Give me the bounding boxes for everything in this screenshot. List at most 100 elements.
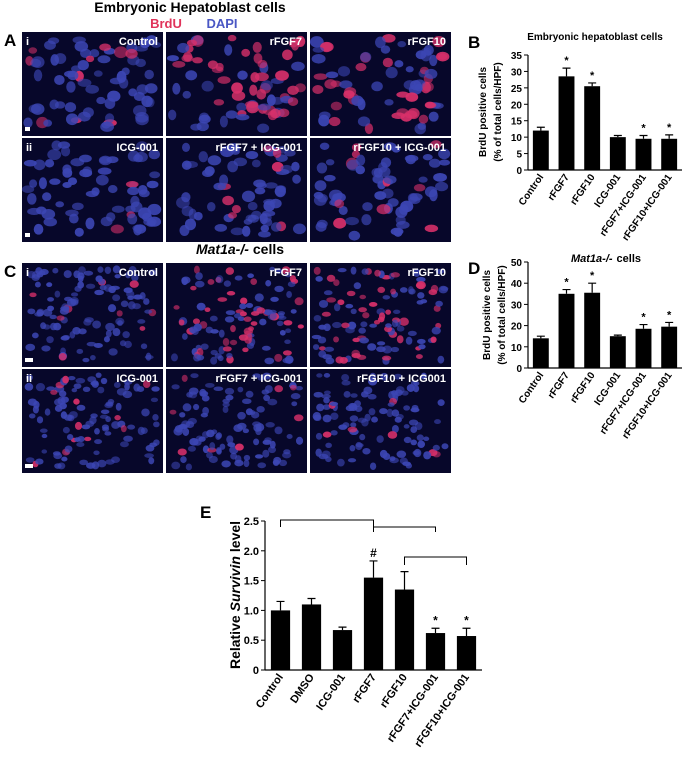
nucleus bbox=[277, 108, 290, 118]
nucleus bbox=[396, 335, 404, 344]
nucleus bbox=[54, 404, 63, 412]
nucleus bbox=[166, 55, 179, 62]
nucleus bbox=[360, 51, 372, 63]
nucleus bbox=[190, 285, 197, 291]
nucleus bbox=[133, 105, 147, 117]
nucleus bbox=[23, 159, 37, 167]
nucleus bbox=[94, 439, 103, 445]
title-italic: Mat1a-/- bbox=[196, 241, 249, 257]
nucleus bbox=[428, 111, 439, 122]
nucleus bbox=[416, 281, 426, 290]
nucleus bbox=[26, 374, 34, 381]
nucleus bbox=[54, 398, 64, 406]
nucleus bbox=[382, 295, 391, 300]
scale-bar bbox=[25, 464, 33, 468]
nucleus bbox=[341, 322, 350, 329]
nucleus bbox=[271, 161, 284, 172]
nucleus bbox=[260, 80, 273, 91]
nucleus bbox=[326, 297, 337, 303]
nucleus bbox=[36, 309, 44, 317]
nucleus bbox=[236, 102, 247, 112]
error-bar bbox=[562, 288, 571, 294]
nucleus bbox=[289, 384, 297, 391]
nucleus bbox=[259, 318, 267, 326]
nucleus bbox=[361, 268, 369, 275]
nucleus bbox=[323, 290, 333, 296]
nucleus bbox=[375, 36, 386, 49]
nucleus bbox=[352, 337, 361, 343]
nucleus bbox=[407, 108, 420, 120]
nucleus bbox=[343, 390, 351, 398]
bar bbox=[363, 577, 384, 670]
nucleus bbox=[230, 227, 245, 236]
nucleus bbox=[128, 266, 137, 274]
nucleus bbox=[25, 55, 34, 66]
nucleus bbox=[337, 458, 345, 467]
image-label: Control bbox=[119, 267, 158, 279]
title-italic: Mat1a-/- bbox=[571, 253, 613, 265]
nucleus bbox=[325, 71, 339, 79]
nucleus bbox=[41, 433, 48, 439]
nucleus bbox=[283, 320, 293, 326]
nucleus bbox=[107, 185, 118, 194]
nucleus bbox=[113, 381, 121, 389]
nucleus bbox=[182, 90, 192, 99]
error-bar bbox=[431, 627, 440, 634]
nucleus bbox=[315, 221, 327, 232]
nucleus bbox=[311, 53, 326, 64]
nucleus bbox=[31, 274, 40, 281]
error-bar bbox=[307, 597, 316, 605]
y-tick-label: 50 bbox=[511, 258, 523, 269]
nucleus bbox=[100, 377, 108, 385]
nucleus bbox=[341, 380, 351, 386]
nucleus bbox=[120, 425, 127, 433]
nucleus bbox=[182, 333, 188, 340]
nucleus bbox=[62, 426, 70, 434]
nucleus bbox=[312, 85, 324, 94]
image-label: ICG-001 bbox=[116, 373, 158, 385]
nucleus bbox=[430, 140, 442, 149]
nucleus bbox=[309, 36, 324, 48]
nucleus bbox=[213, 99, 225, 106]
nucleus bbox=[29, 179, 38, 188]
image-label: rFGF7 + ICG-001 bbox=[215, 373, 302, 385]
nucleus bbox=[27, 193, 37, 205]
nucleus bbox=[394, 416, 402, 423]
y-axis-label: Relative Survivin level bbox=[227, 521, 243, 669]
x-tick-label: rFGF7 bbox=[546, 172, 572, 203]
nucleus bbox=[47, 37, 60, 45]
nucleus bbox=[97, 266, 104, 273]
image-label: rFGF7 bbox=[270, 267, 302, 279]
nucleus bbox=[204, 166, 215, 176]
scale-bar bbox=[25, 358, 33, 362]
nucleus bbox=[210, 356, 218, 365]
nucleus bbox=[129, 280, 139, 288]
nucleus bbox=[254, 72, 269, 82]
nucleus bbox=[105, 459, 115, 465]
y-tick-label: 10 bbox=[511, 133, 523, 144]
error-bar bbox=[588, 82, 597, 87]
nucleus bbox=[321, 394, 331, 399]
nucleus bbox=[95, 372, 102, 378]
nucleus bbox=[391, 112, 406, 120]
nucleus bbox=[224, 387, 235, 395]
nucleus bbox=[140, 427, 148, 434]
nucleus bbox=[185, 70, 198, 81]
nucleus bbox=[267, 311, 277, 321]
nucleus bbox=[222, 338, 230, 347]
nucleus bbox=[112, 328, 121, 337]
nucleus bbox=[66, 113, 79, 126]
micrograph: rFGF7 + ICG-001 bbox=[166, 138, 307, 242]
scale-bar bbox=[25, 233, 30, 237]
bar bbox=[532, 338, 549, 368]
nucleus bbox=[274, 353, 283, 362]
nucleus bbox=[207, 155, 222, 166]
nucleus bbox=[74, 285, 82, 292]
nucleus bbox=[132, 303, 141, 310]
nucleus bbox=[262, 439, 272, 445]
nucleus bbox=[241, 190, 256, 203]
nucleus bbox=[312, 46, 325, 53]
x-tick-label: rFGF10+ICG-001 bbox=[413, 672, 472, 750]
nucleus bbox=[32, 405, 39, 414]
